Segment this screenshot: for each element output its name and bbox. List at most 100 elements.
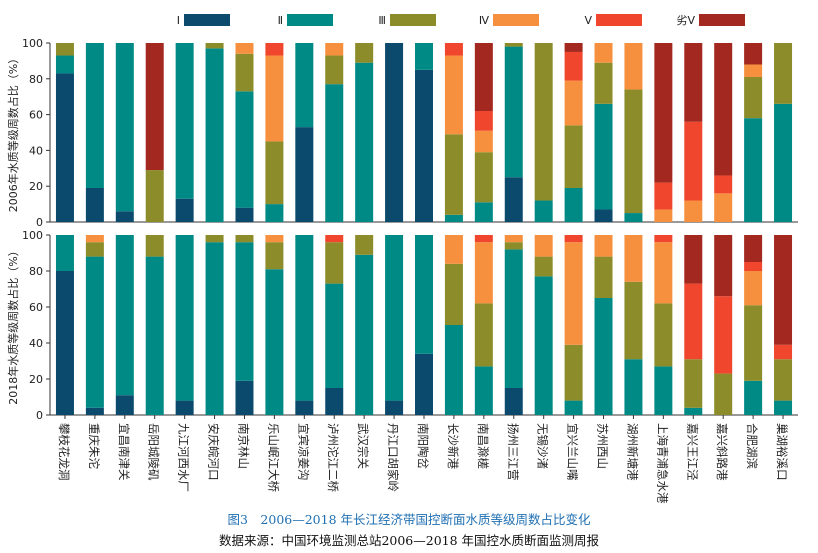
bar-segment	[235, 91, 254, 208]
x-tick-label: 上海青浦急水港	[655, 423, 669, 504]
bar-segment	[415, 235, 433, 354]
x-tick-label: 长沙新港	[446, 423, 460, 469]
x-tick-label: 宜兴兰山嘴	[566, 423, 580, 481]
y-tick-label: 100	[22, 229, 43, 242]
bar-segment	[654, 235, 673, 243]
bar-segment	[325, 235, 344, 243]
bar-segment	[145, 170, 164, 222]
bar-segment	[774, 359, 793, 401]
bar-segment	[534, 256, 553, 277]
bar-segment	[624, 281, 643, 360]
legend-swatch	[493, 14, 539, 26]
bar-segment	[744, 305, 763, 381]
legend-swatch	[184, 14, 230, 26]
bar-segment	[145, 235, 164, 257]
x-tick-label: 泸州沱江二桥	[326, 423, 340, 492]
bar-segment	[564, 235, 583, 243]
bar-segment	[624, 89, 643, 214]
bar-segment	[325, 55, 344, 85]
bar-segment	[115, 43, 134, 212]
bar-segment	[684, 283, 703, 360]
y-tick-label: 0	[36, 409, 43, 422]
bar-segment	[175, 400, 194, 415]
bar-segment	[474, 303, 493, 367]
bar-segment	[654, 366, 673, 415]
bar-segment	[115, 235, 134, 396]
legend-label: Ⅴ	[584, 14, 592, 27]
x-tick-label: 嘉兴王江泾	[685, 423, 699, 481]
x-tick-label: 安庆皖河口	[207, 423, 221, 481]
bar-segment	[714, 296, 733, 374]
legend-label: Ⅰ	[177, 14, 180, 27]
bar-segment	[205, 43, 224, 49]
bar-segment	[415, 353, 433, 415]
bar-segment	[265, 269, 284, 415]
legend-swatch	[596, 14, 642, 26]
y-tick-label: 60	[29, 109, 43, 122]
bar-segment	[504, 388, 523, 415]
bar-segment	[385, 235, 404, 401]
bar-segment	[594, 62, 613, 104]
bar-segment	[85, 256, 104, 408]
legend-swatch	[287, 14, 333, 26]
bar-segment	[325, 43, 344, 56]
bar-segment	[175, 235, 194, 401]
bar-segment	[564, 51, 583, 81]
bar-segment	[235, 53, 254, 92]
y-tick-label: 20	[29, 180, 43, 193]
bar-segment	[265, 204, 284, 222]
bar-segment	[504, 43, 523, 47]
bar-segment	[295, 127, 314, 222]
bar-segment	[355, 235, 374, 255]
x-tick-label: 乐山岷江大桥	[266, 423, 280, 492]
bar-segment	[355, 62, 374, 222]
x-tick-label: 重庆朱沱	[87, 423, 101, 469]
bar-segment	[504, 46, 523, 178]
bar-segment	[564, 43, 583, 52]
stacked-bar-chart: Ⅰ Ⅱ Ⅲ Ⅳ Ⅴ 劣Ⅴ0204060801002006年水质等级周数占比（%）02040…	[6, 13, 798, 504]
bar-segment	[594, 43, 613, 63]
bar-segment	[205, 242, 224, 415]
bar-segment	[444, 235, 463, 264]
bar-segment	[295, 43, 314, 128]
bar-segment	[654, 242, 673, 304]
bar-segment	[474, 235, 493, 243]
bar-segment	[744, 43, 763, 65]
bar-segment	[594, 103, 613, 210]
bar-segment	[325, 84, 344, 222]
bar-segment	[684, 407, 703, 415]
bar-segment	[504, 242, 523, 250]
x-tick-label: 宜昌南津关	[117, 423, 131, 481]
bar-segment	[474, 242, 493, 304]
bar-segment	[235, 235, 254, 243]
bar-segment	[474, 43, 493, 112]
bar-segment	[564, 187, 583, 222]
x-tick-label: 南阳陶岔	[416, 423, 430, 469]
legend-label: Ⅱ	[278, 14, 283, 27]
bar-segment	[415, 69, 433, 222]
bar-segment	[684, 359, 703, 408]
x-tick-label: 宜宾凉姜沟	[296, 423, 310, 481]
bar-segment	[265, 235, 284, 243]
bar-segment	[534, 235, 553, 257]
bar-segment	[265, 141, 284, 205]
bar-segment	[654, 182, 673, 210]
bar-segment	[654, 43, 673, 183]
bar-segment	[594, 235, 613, 257]
y-tick-label: 40	[29, 337, 43, 350]
bar-segment	[624, 235, 643, 282]
bar-segment	[355, 43, 374, 63]
bar-segment	[504, 177, 523, 222]
y-axis-label: 2006年水质等级周数占比（%）	[6, 53, 20, 212]
figure-caption: 图3 2006—2018 年长江经济带国控断面水质等级周数占比变化	[227, 512, 591, 527]
bar-segment	[55, 271, 74, 415]
bar-segment	[444, 55, 463, 135]
x-tick-label: 嘉兴斜路港	[715, 423, 729, 481]
bar-segment	[444, 43, 463, 56]
bar-segment	[714, 175, 733, 194]
bar-segment	[85, 235, 104, 243]
bar-segment	[744, 77, 763, 119]
x-tick-label: 巢湖裕溪口	[775, 423, 789, 481]
x-tick-label: 扬州三江营	[506, 423, 520, 481]
bar-segment	[235, 43, 254, 54]
